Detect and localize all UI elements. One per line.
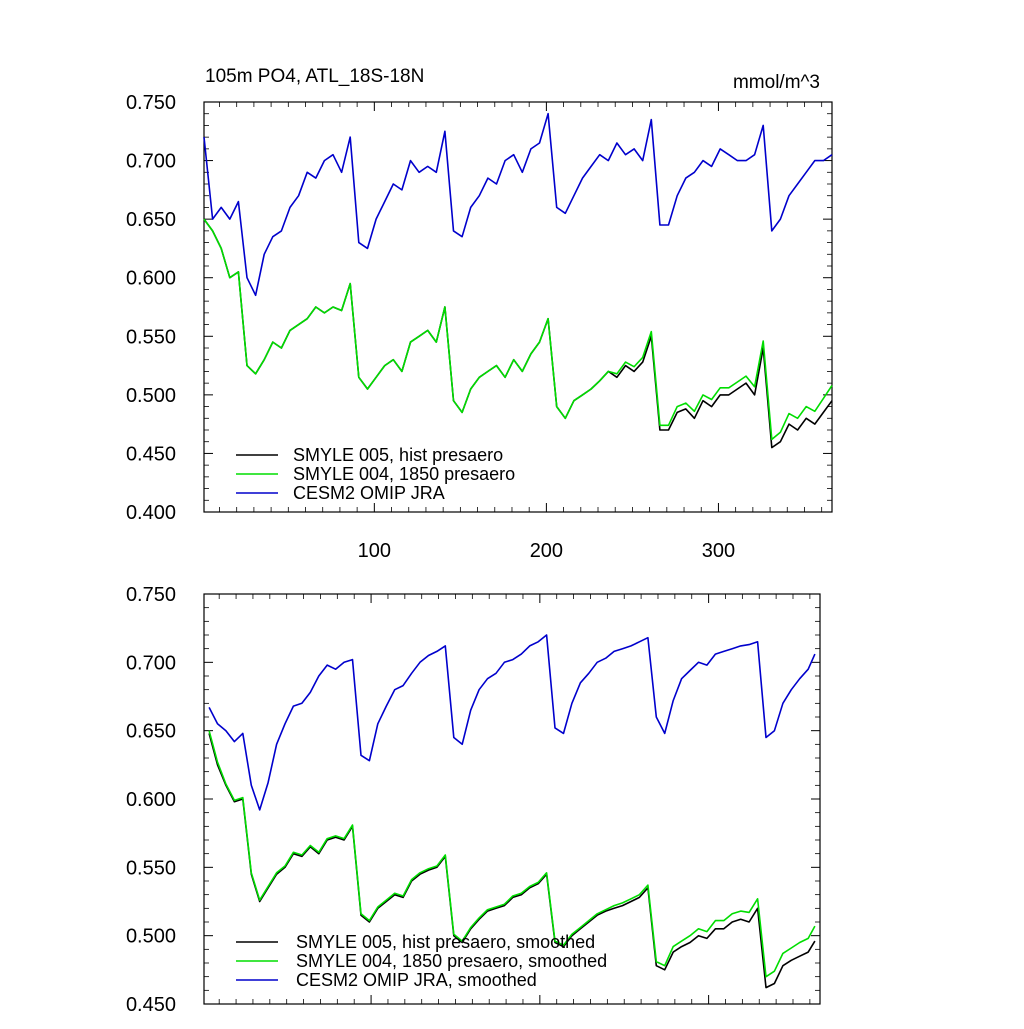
- plot-frame: [203, 101, 833, 513]
- legend-label: SMYLE 004, 1850 presaero: [293, 464, 515, 484]
- y-tick-label: 0.700: [126, 652, 176, 674]
- series-line-3: [208, 634, 816, 811]
- y-tick-label: 0.750: [126, 584, 176, 606]
- series-line-1: [208, 733, 816, 989]
- y-tick-label: 0.550: [126, 857, 176, 879]
- bottom-panel: 0.450 0.500 0.550 0.600 0.650 0.700 0.750 SMYLE…: [126, 584, 821, 1016]
- x-tick-label: 300: [702, 540, 735, 562]
- chart-title: 105m PO4, ATL_18S-18N: [205, 66, 424, 87]
- series-line-2: [203, 218, 833, 441]
- y-tick-label: 0.450: [126, 994, 176, 1016]
- legend-label: SMYLE 005, hist presaero: [293, 445, 503, 465]
- y-tick-label: 0.650: [126, 209, 176, 231]
- y-tick-label: 0.700: [126, 151, 176, 173]
- y-tick-label: 0.400: [126, 502, 176, 524]
- legend-label: CESM2 OMIP JRA, smoothed: [296, 970, 537, 990]
- y-tick-label: 0.500: [126, 926, 176, 948]
- units-label: mmol/m^3: [733, 72, 820, 93]
- series-line-2: [208, 730, 816, 978]
- y-tick-label: 0.450: [126, 443, 176, 465]
- series-line-3: [203, 112, 833, 297]
- x-tick-label: 200: [530, 540, 563, 562]
- y-tick-label: 0.550: [126, 326, 176, 348]
- y-tick-label: 0.600: [126, 268, 176, 290]
- series-line-1: [203, 218, 833, 449]
- x-tick-label: 100: [358, 540, 391, 562]
- y-tick-label: 0.500: [126, 385, 176, 407]
- y-tick-label: 0.750: [126, 92, 176, 114]
- y-tick-label: 0.600: [126, 789, 176, 811]
- legend-label: SMYLE 004, 1850 presaero, smoothed: [296, 951, 607, 971]
- legend-label: CESM2 OMIP JRA: [293, 483, 445, 503]
- legend-label: SMYLE 005, hist presaero, smoothed: [296, 932, 595, 952]
- y-tick-label: 0.650: [126, 721, 176, 743]
- top-panel: 105m PO4, ATL_18S-18N mmol/m^3 0.400 0.45…: [126, 66, 833, 562]
